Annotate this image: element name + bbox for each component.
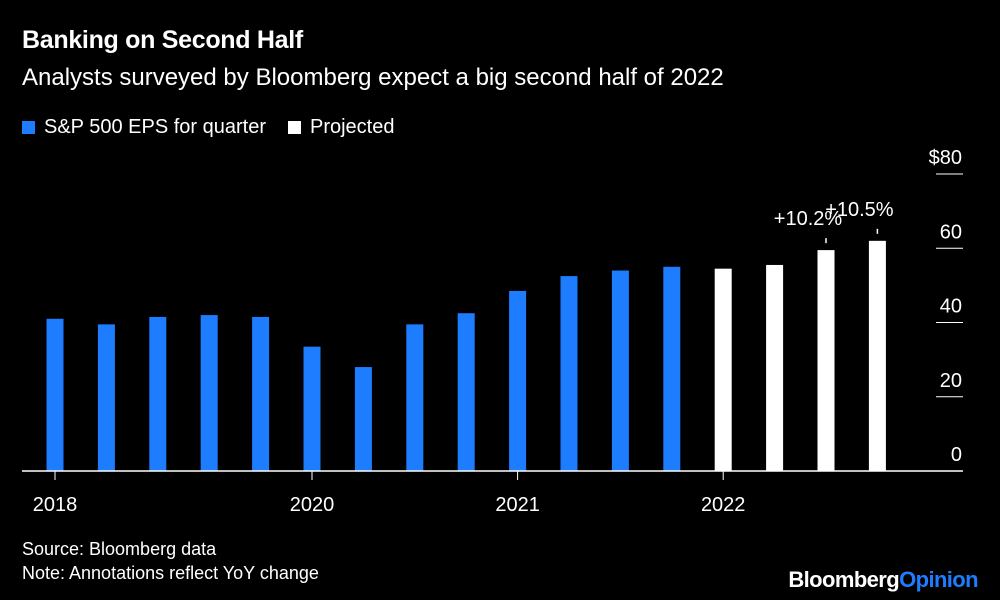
bloomberg-opinion-logo: BloombergOpinion xyxy=(788,567,978,593)
legend-item-eps: S&P 500 EPS for quarter xyxy=(22,116,266,139)
legend-swatch-eps xyxy=(22,121,35,134)
legend-label-projected: Projected xyxy=(309,116,395,138)
y-tick-label: 20 xyxy=(940,370,962,392)
x-tick-label: 2022 xyxy=(701,494,746,516)
legend-item-projected: Projected xyxy=(287,116,395,139)
chart-subtitle: Analysts surveyed by Bloomberg expect a … xyxy=(22,64,724,91)
y-tick-label: 0 xyxy=(951,444,962,466)
annotation-note: Note: Annotations reflect YoY change xyxy=(22,563,319,583)
bar-actual xyxy=(46,318,64,471)
bar-projected xyxy=(868,240,886,471)
bar-actual xyxy=(457,313,475,471)
bar-actual xyxy=(560,276,578,471)
logo-bloomberg: Bloomberg xyxy=(788,567,900,592)
source-note: Source: Bloomberg data xyxy=(22,539,217,559)
bar-projected xyxy=(817,250,835,471)
bar-actual xyxy=(303,346,321,471)
bar-actual xyxy=(663,266,681,471)
bar-actual xyxy=(406,324,424,471)
y-tick-label: 60 xyxy=(940,221,962,243)
legend-label-eps: S&P 500 EPS for quarter xyxy=(44,116,266,138)
legend: S&P 500 EPS for quarter Projected xyxy=(22,116,416,139)
bar-actual xyxy=(252,316,270,471)
bar-projected xyxy=(714,268,732,471)
x-tick-label: 2020 xyxy=(290,494,335,516)
annotation-label: +10.5% xyxy=(825,199,894,221)
bar-actual xyxy=(509,290,527,471)
bar-actual xyxy=(149,316,167,471)
logo-opinion: Opinion xyxy=(899,567,979,592)
y-tick-label: $80 xyxy=(929,147,962,169)
x-tick-label: 2021 xyxy=(495,494,540,516)
bar-projected xyxy=(766,264,784,471)
x-tick-label: 2018 xyxy=(33,494,78,516)
bar-actual xyxy=(611,270,629,471)
bar-actual xyxy=(200,315,218,471)
legend-swatch-projected xyxy=(287,121,301,134)
chart-title: Banking on Second Half xyxy=(22,26,303,54)
y-tick-label: 40 xyxy=(940,296,962,318)
annotation-label: +10.2% xyxy=(774,208,843,230)
footer: Source: Bloomberg data Note: Annotations… xyxy=(22,537,319,585)
bar-actual xyxy=(97,324,115,471)
bar-actual xyxy=(354,367,372,471)
